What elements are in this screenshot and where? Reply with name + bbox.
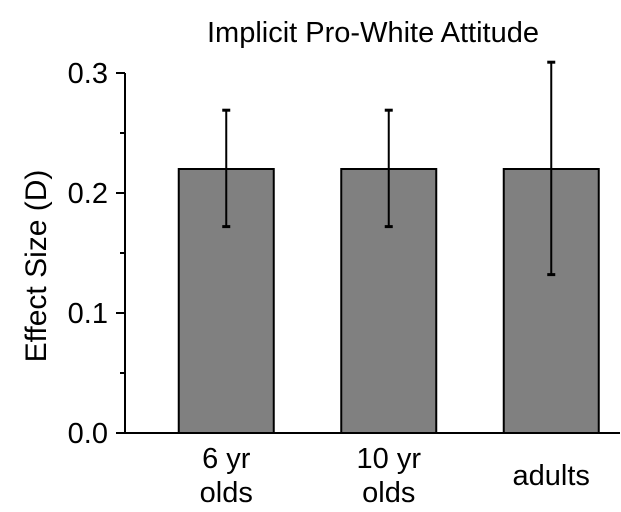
x-category-label: adults	[513, 460, 590, 492]
y-tick-label: 0.0	[68, 418, 108, 450]
y-tick-label: 0.3	[68, 58, 108, 90]
y-axis-label: Effect Size (D)	[20, 170, 53, 363]
y-axis-ticks: 0.0 0.1 0.2 0.3	[68, 58, 125, 450]
x-axis-labels: 6 yr olds 10 yr olds adults	[200, 443, 590, 509]
error-bars	[222, 60, 556, 277]
y-tick-label: 0.2	[68, 178, 108, 210]
error-bar	[384, 108, 393, 229]
y-tick-label: 0.1	[68, 298, 108, 330]
error-bar	[222, 108, 231, 229]
x-category-label: 6 yr olds	[200, 443, 253, 509]
error-bar	[547, 60, 556, 277]
chart-title: Implicit Pro-White Attitude	[207, 17, 539, 49]
x-category-label: 10 yr olds	[357, 443, 422, 509]
